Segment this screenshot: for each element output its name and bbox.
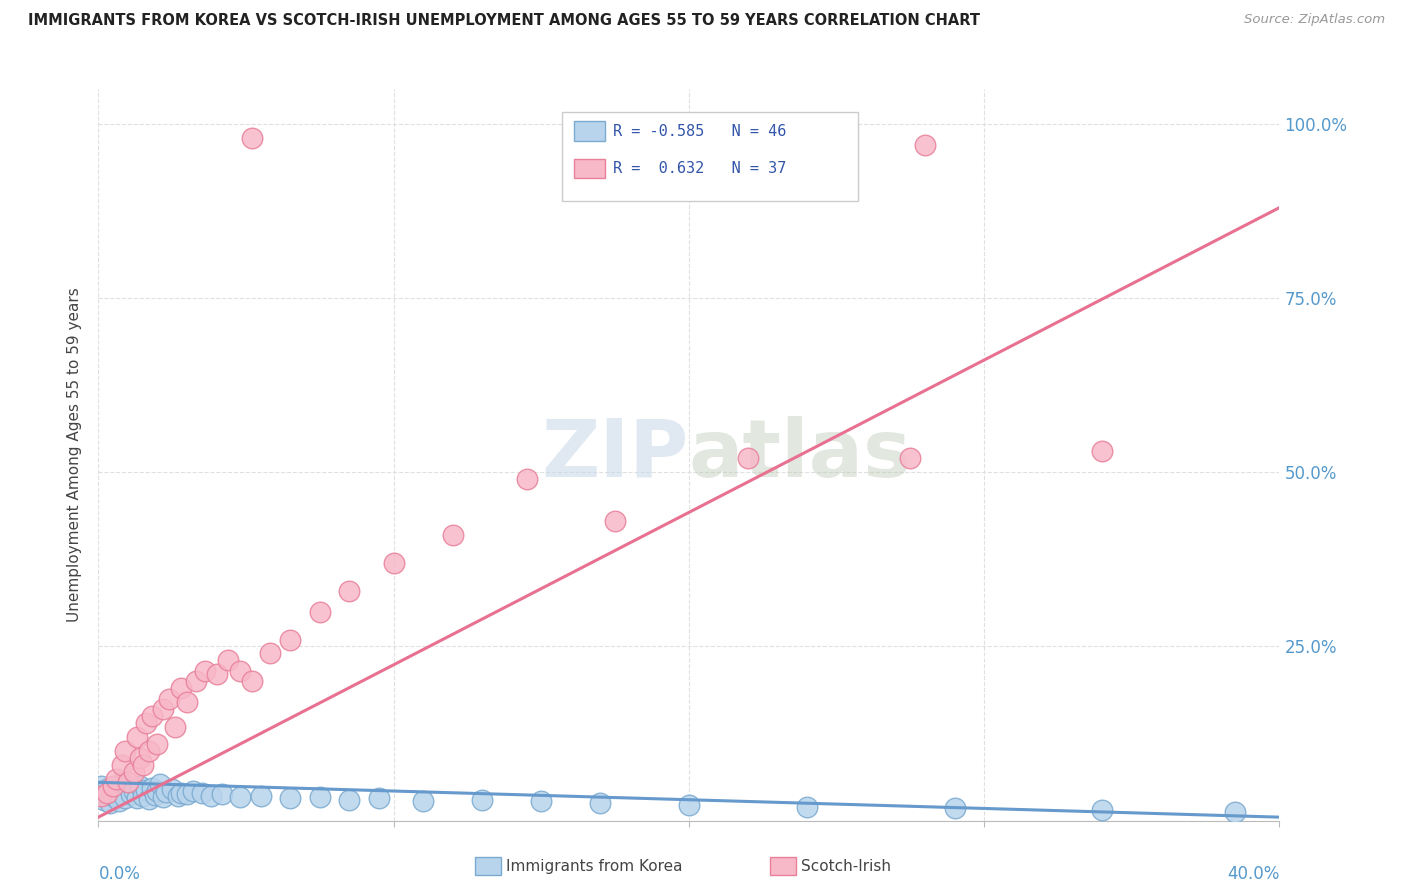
Text: Source: ZipAtlas.com: Source: ZipAtlas.com [1244,13,1385,27]
Point [138,792,160,806]
Point [605,514,627,528]
Point [93,793,115,807]
Text: R =  0.632   N = 37: R = 0.632 N = 37 [613,161,786,176]
Text: 0.0%: 0.0% [98,864,141,882]
Point [132,758,155,772]
Point [181,784,204,798]
Text: atlas: atlas [689,416,912,494]
Point [184,674,207,689]
Point [96,782,118,797]
Point [152,702,174,716]
Point [943,801,966,815]
Point [146,783,169,797]
Point [191,786,214,800]
Point [589,796,612,810]
Point [120,787,142,801]
Point [278,632,302,647]
Point [194,664,217,678]
Point [167,789,190,804]
Point [309,605,332,619]
Point [368,790,391,805]
Point [128,779,150,793]
Point [441,528,464,542]
Point [108,794,131,808]
Point [170,787,193,801]
Text: R = -0.585   N = 46: R = -0.585 N = 46 [613,124,786,138]
Point [309,789,332,804]
Point [96,786,118,800]
Point [114,791,136,805]
Point [515,472,537,486]
Point [382,556,405,570]
Point [135,783,157,797]
Point [1223,805,1246,820]
Point [229,789,252,804]
Point [259,647,281,661]
Point [737,451,759,466]
Point [111,775,134,789]
Point [162,781,183,796]
Point [114,744,136,758]
Point [240,131,263,145]
Point [250,789,273,803]
Text: IMMIGRANTS FROM KOREA VS SCOTCH-IRISH UNEMPLOYMENT AMONG AGES 55 TO 59 YEARS COR: IMMIGRANTS FROM KOREA VS SCOTCH-IRISH UN… [28,13,980,29]
Point [900,451,922,466]
Point [152,789,174,804]
Point [117,775,139,789]
Point [138,744,160,758]
Point [135,716,157,731]
Point [117,780,139,795]
Point [165,720,187,734]
Point [914,137,936,152]
Point [143,788,166,802]
Point [471,793,494,807]
Point [211,787,233,801]
Point [122,764,145,779]
Point [155,785,177,799]
Point [1091,444,1114,458]
Point [146,737,169,751]
Text: Scotch-Irish: Scotch-Irish [801,859,891,873]
Point [176,787,198,801]
Point [122,784,145,798]
Point [90,779,112,793]
Point [103,779,125,793]
Point [170,681,193,696]
Point [141,780,163,795]
Point [412,794,434,808]
Point [229,664,252,678]
Point [530,794,553,808]
Point [176,695,198,709]
Y-axis label: Unemployment Among Ages 55 to 59 years: Unemployment Among Ages 55 to 59 years [67,287,83,623]
Point [205,667,228,681]
Point [1091,803,1114,817]
Text: 40.0%: 40.0% [1227,864,1279,882]
Point [98,796,121,810]
Point [678,798,700,813]
Text: Immigrants from Korea: Immigrants from Korea [506,859,683,873]
Point [149,777,172,791]
Point [111,758,134,772]
Point [217,653,239,667]
Point [157,691,180,706]
Point [105,772,128,786]
Point [141,709,163,723]
Point [240,674,263,689]
Point [103,789,125,804]
Point [796,799,818,814]
Point [128,751,150,765]
Point [105,786,128,800]
Point [200,789,222,803]
Point [125,730,148,744]
Point [339,793,360,807]
Point [125,790,148,805]
Point [90,789,112,804]
Text: ZIP: ZIP [541,416,689,494]
Point [278,791,302,805]
Point [132,789,155,803]
Point [339,583,360,598]
